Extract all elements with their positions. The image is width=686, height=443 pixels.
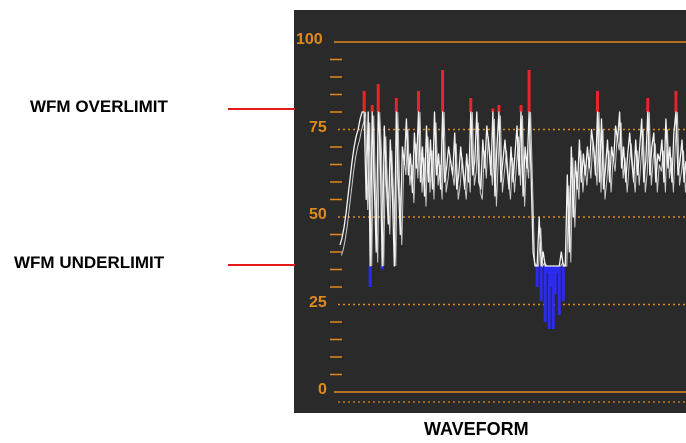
waveform-monitor (294, 10, 686, 413)
wfm-overlimit-label: WFM OVERLIMIT (30, 97, 168, 116)
waveform-trace-echo (341, 111, 686, 268)
scale-label-25: 25 (309, 294, 327, 311)
underlimit-pointer-line (228, 264, 295, 266)
waveform-caption: WAVEFORM (424, 419, 529, 439)
wfm-underlimit-label: WFM UNDERLIMIT (14, 253, 165, 272)
waveform-trace (339, 111, 686, 267)
waveform-plot (330, 41, 686, 403)
scale-label-0: 0 (318, 381, 327, 398)
scale-label-50: 50 (309, 206, 327, 223)
scale-label-75: 75 (309, 119, 327, 136)
scale-label-100: 100 (296, 31, 323, 48)
overlimit-pointer-line (228, 108, 295, 110)
